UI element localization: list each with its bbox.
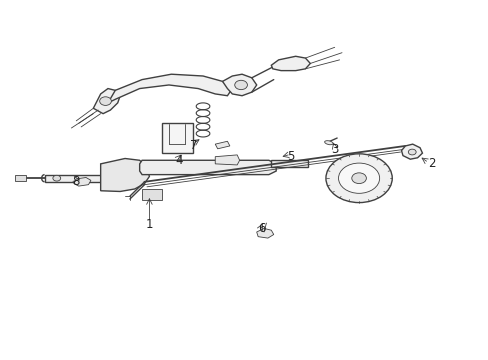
Bar [15, 175, 26, 181]
Polygon shape [271, 160, 307, 167]
Polygon shape [401, 144, 422, 159]
Polygon shape [140, 160, 276, 175]
Polygon shape [101, 158, 149, 192]
Polygon shape [93, 89, 120, 114]
Circle shape [53, 175, 61, 181]
Text: 6: 6 [257, 222, 265, 235]
Circle shape [338, 163, 379, 193]
Circle shape [351, 173, 366, 184]
Text: 3: 3 [330, 143, 338, 156]
Ellipse shape [324, 141, 332, 145]
Circle shape [234, 80, 247, 90]
Polygon shape [215, 155, 239, 165]
Polygon shape [271, 56, 310, 71]
Polygon shape [108, 74, 232, 103]
Text: 1: 1 [145, 218, 153, 231]
Circle shape [325, 154, 391, 203]
Text: 8: 8 [72, 175, 80, 188]
Text: 7: 7 [189, 139, 197, 152]
Polygon shape [215, 141, 229, 149]
Polygon shape [44, 175, 103, 182]
Polygon shape [256, 228, 273, 238]
Polygon shape [222, 74, 256, 96]
Circle shape [407, 149, 415, 155]
Circle shape [100, 97, 111, 105]
Text: 5: 5 [286, 150, 294, 163]
Text: 2: 2 [427, 157, 435, 170]
Bar [161, 123, 193, 153]
Polygon shape [142, 189, 161, 200]
Text: 4: 4 [175, 154, 182, 167]
Polygon shape [74, 177, 91, 186]
